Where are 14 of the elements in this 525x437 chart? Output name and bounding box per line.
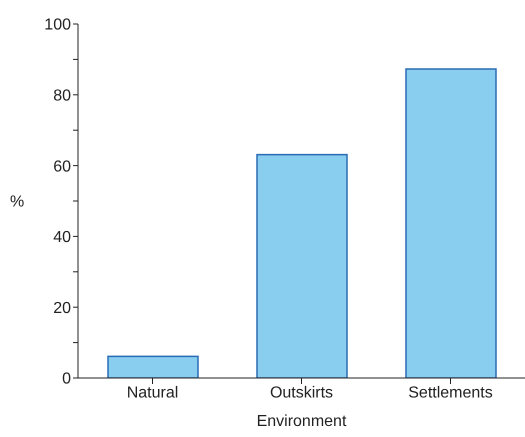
y-axis-title: %	[10, 194, 24, 211]
bar	[405, 68, 497, 378]
x-axis-title: Environment	[256, 413, 347, 430]
y-tick-label: 60	[53, 158, 72, 176]
bar	[256, 154, 348, 378]
y-tick-label: 40	[53, 229, 72, 246]
bar	[107, 356, 199, 378]
y-tick-label: 0	[62, 370, 72, 388]
x-tick-label: Natural	[126, 384, 178, 402]
y-tick-label: 100	[44, 16, 72, 34]
y-tick-label: 80	[53, 87, 72, 104]
x-tick-label: Outskirts	[270, 384, 334, 402]
x-tick-label: Settlements	[408, 384, 493, 402]
y-tick-label: 20	[53, 300, 72, 317]
